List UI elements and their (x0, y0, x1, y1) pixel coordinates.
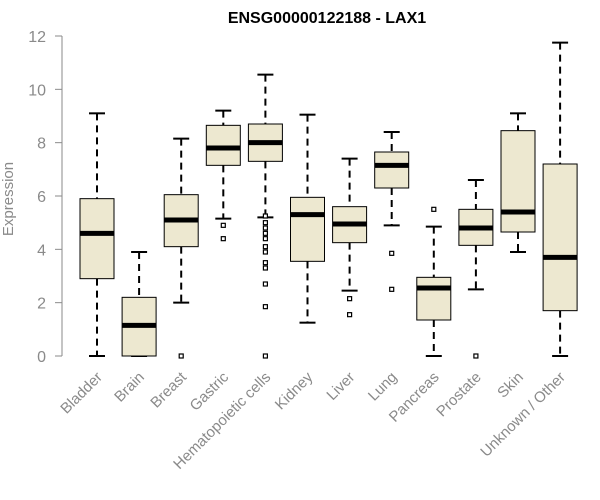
y-tick-label: 0 (37, 349, 46, 366)
outlier-point (262, 353, 268, 359)
x-tick-label: Skin (494, 369, 527, 402)
outlier-point (262, 304, 268, 310)
y-tick-label: 4 (37, 242, 46, 259)
box-7 (374, 131, 410, 292)
outlier-point (262, 213, 268, 219)
outlier-point (262, 236, 268, 242)
outlier-point (262, 265, 268, 271)
outlier-point (220, 222, 226, 228)
box-6 (332, 157, 368, 318)
outlier-point (431, 206, 437, 212)
outlier-point (178, 353, 184, 359)
y-tick-label: 12 (28, 29, 46, 46)
outlier-point (473, 353, 479, 359)
y-tick-label: 8 (37, 136, 46, 153)
box-4 (247, 73, 283, 359)
box-3 (205, 109, 241, 242)
outlier-point (262, 249, 268, 255)
box-5 (290, 113, 325, 324)
y-tick-label: 10 (28, 82, 46, 99)
x-tick-label: Liver (323, 369, 358, 404)
box-9 (458, 179, 494, 359)
iqr-box (79, 198, 115, 280)
outlier-point (262, 244, 268, 250)
iqr-box (290, 196, 325, 262)
outlier-point (220, 236, 226, 242)
outlier-point (262, 230, 268, 236)
iqr-box (374, 151, 410, 189)
x-tick-label: Lung (365, 369, 401, 405)
outlier-point (262, 225, 268, 231)
iqr-box (542, 163, 578, 312)
boxes-group (79, 41, 578, 359)
iqr-box (416, 276, 452, 321)
outlier-point (389, 286, 395, 292)
box-1 (121, 251, 157, 357)
chart-title: ENSG00000122188 - LAX1 (228, 10, 426, 27)
outlier-point (347, 312, 353, 318)
y-tick-label: 2 (37, 296, 46, 313)
iqr-box (205, 124, 241, 166)
x-tick-label: Brain (111, 369, 148, 406)
outlier-point (389, 250, 395, 256)
x-tick-label: Bladder (57, 369, 106, 418)
y-axis-label: Expression (0, 162, 17, 236)
box-2 (163, 137, 199, 359)
box-0 (79, 112, 115, 357)
box-10 (500, 112, 536, 253)
y-tick-label: 6 (37, 189, 46, 206)
box-11 (542, 41, 578, 357)
x-tick-label: Kidney (272, 368, 317, 413)
outlier-point (262, 220, 268, 226)
box-8 (416, 206, 452, 357)
y-axis-ticks: 0 2 4 6 8 10 12 (28, 29, 62, 366)
iqr-box (500, 130, 536, 233)
x-tick-label: Breast (147, 368, 190, 411)
outlier-point (262, 281, 268, 287)
x-tick-label: Prostate (433, 369, 485, 421)
outlier-point (347, 296, 353, 302)
outlier-point (262, 260, 268, 266)
